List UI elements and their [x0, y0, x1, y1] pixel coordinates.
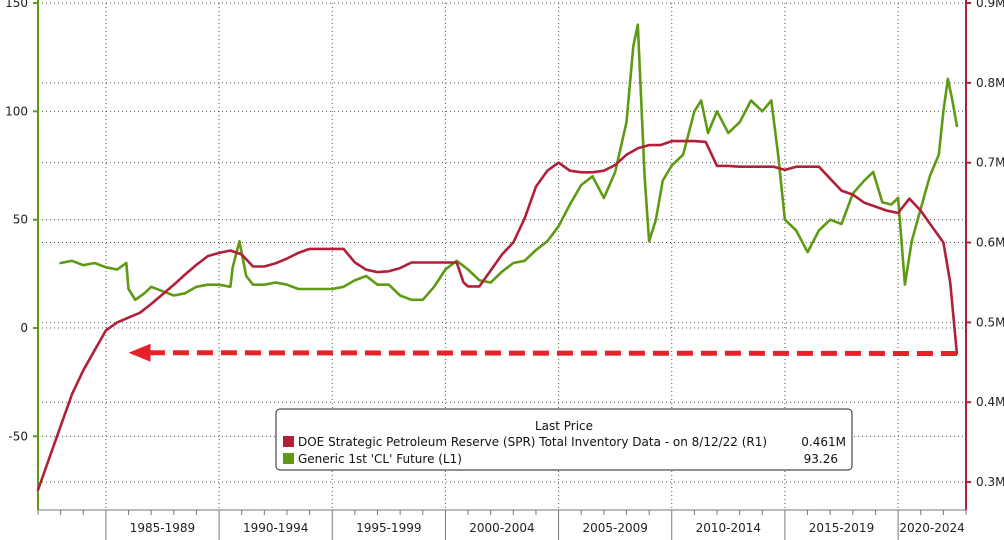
legend: Last Price DOE Strategic Petroleum Reser…: [275, 408, 853, 471]
legend-value-spr: 0.461M: [801, 435, 846, 449]
annotation-layer: [128, 343, 957, 362]
y-right-tick-label: 0.5M: [976, 315, 1004, 329]
y-right-tick-label: 0.6M: [976, 236, 1004, 250]
legend-box: [275, 408, 853, 471]
y-right-tick-label: 0.4M: [976, 395, 1004, 409]
x-tick-label: 2000-2004: [469, 521, 534, 535]
y-left-tick-label: 150: [5, 0, 28, 10]
legend-heading: Last Price: [535, 419, 593, 433]
series-line-cl-future: [59, 23, 959, 302]
legend-swatch-cl: [283, 453, 294, 464]
x-tick-label: 1995-1999: [356, 521, 421, 535]
y-left-tick-label: 50: [13, 213, 28, 227]
grid-layer: [38, 2, 966, 510]
axes-layer: 150 100 50 0 -50 0.9M 0.8M 0.7M 0.6M 0.5M 0.4M 0.3M…: [5, 0, 1004, 540]
legend-label-cl: Generic 1st 'CL' Future (L1): [298, 452, 462, 466]
y-right-tick-label: 0.8M: [976, 76, 1004, 90]
legend-swatch-spr: [283, 436, 294, 447]
x-tick-label: 2005-2009: [582, 521, 647, 535]
y-right-tick-label: 0.3M: [976, 475, 1004, 489]
x-tick-label: 2020-2024: [899, 521, 964, 535]
x-tick-label: 1990-1994: [243, 521, 308, 535]
annotation-arrowhead: [128, 343, 151, 362]
y-right-tick-label: 0.9M: [976, 0, 1004, 10]
x-tick-label: 1985-1989: [130, 521, 195, 535]
legend-label-spr: DOE Strategic Petroleum Reserve (SPR) To…: [298, 435, 767, 449]
x-tick-label: 2015-2019: [809, 521, 874, 535]
y-right-tick-label: 0.7M: [976, 156, 1004, 170]
legend-value-cl: 93.26: [804, 452, 838, 466]
y-left-tick-label: 100: [5, 104, 28, 118]
y-left-tick-label: -50: [8, 429, 28, 443]
y-left-tick-label: 0: [20, 321, 28, 335]
series-layer: [36, 23, 959, 492]
annotation-dashed-line: [148, 350, 957, 357]
series-line-spr-inventory: [36, 139, 959, 492]
x-tick-label: 2010-2014: [696, 521, 761, 535]
